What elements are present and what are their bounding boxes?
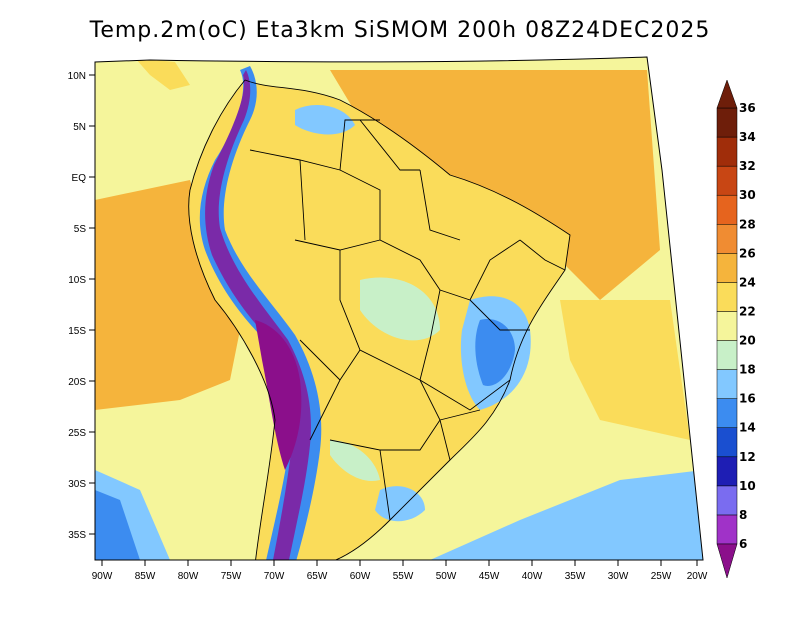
colorbar-label: 6 — [739, 537, 747, 551]
altiplano-coldest — [255, 320, 302, 470]
colorbar-label: 10 — [739, 479, 756, 493]
lat-label: EQ — [72, 173, 87, 184]
lon-label: 90W — [92, 571, 113, 582]
lon-label: 30W — [608, 571, 629, 582]
colorbar-segment — [716, 456, 738, 487]
colorbar-max-arrow — [716, 79, 738, 109]
south-atlantic-cool — [430, 470, 703, 560]
colorbar-label: 30 — [739, 188, 756, 202]
lat-label: 10S — [68, 275, 86, 286]
lat-label: 30S — [68, 479, 86, 490]
pampas-cool — [330, 440, 380, 481]
lat-label: 10N — [68, 71, 86, 82]
colorbar-segment — [716, 253, 738, 283]
uruguay-cool — [375, 486, 425, 522]
colorbar-segment — [716, 224, 738, 254]
lat-label: 25S — [68, 428, 86, 439]
colorbar-segment — [716, 107, 738, 138]
colorbar-segment — [716, 340, 738, 370]
colorbar-label: 34 — [739, 130, 756, 144]
colorbar-label: 32 — [739, 159, 756, 173]
lon-label: 70W — [264, 571, 285, 582]
latitude-axis: 10N 5N EQ 5S 10S 15S 20S 25S 30S 35S — [68, 71, 95, 541]
south-pacific-colder — [95, 490, 140, 560]
lon-label: 25W — [651, 571, 672, 582]
lon-label: 20W — [687, 571, 708, 582]
colorbar-label: 16 — [739, 392, 756, 406]
colorbar-label: 26 — [739, 246, 756, 260]
lat-label: 35S — [68, 530, 86, 541]
lat-label: 5N — [73, 122, 86, 133]
colorbar-segment — [716, 514, 738, 545]
temperature-field — [95, 57, 703, 560]
atlantic-mid-zone — [560, 300, 690, 440]
colorbar-label: 36 — [739, 101, 756, 115]
map-frame — [94, 56, 704, 561]
guiana-highlands — [295, 105, 355, 135]
colorbar-label: 18 — [739, 363, 756, 377]
colorbar-segment — [716, 311, 738, 341]
colorbar-segment — [716, 398, 738, 428]
lat-label: 15S — [68, 326, 86, 337]
lon-label: 60W — [350, 571, 371, 582]
colorbar-label: 20 — [739, 334, 756, 348]
colorbar-segment — [716, 369, 738, 399]
colorbar-segment — [716, 165, 738, 196]
central-plateau — [360, 277, 440, 341]
colorbar-segment — [716, 485, 738, 516]
lon-label: 45W — [479, 571, 500, 582]
colorbar-segment — [716, 136, 738, 167]
country-borders — [188, 79, 571, 560]
colorbar-label: 14 — [739, 421, 756, 435]
colorbar-label: 8 — [739, 508, 747, 522]
colorbar-label: 12 — [739, 450, 756, 464]
colorbar-label: 28 — [739, 217, 756, 231]
lon-label: 75W — [221, 571, 242, 582]
andes-high-peaks — [205, 70, 311, 560]
lat-label: 20S — [68, 377, 86, 388]
lon-label: 65W — [307, 571, 328, 582]
colorbar-label: 22 — [739, 304, 756, 318]
lon-label: 50W — [436, 571, 457, 582]
colorbar-label: 24 — [739, 275, 756, 289]
lon-label: 80W — [178, 571, 199, 582]
colorbar: 6 8 10 12 14 16 18 20 22 24 26 28 30 32 34 36 — [716, 79, 756, 579]
colorbar-segment — [716, 282, 738, 312]
colorbar-min-arrow — [716, 543, 738, 579]
lon-label: 85W — [135, 571, 156, 582]
longitude-axis: 90W 85W 80W 75W 70W 65W 60W 55W 50W 45W … — [92, 560, 708, 582]
lon-label: 55W — [393, 571, 414, 582]
colorbar-segment — [716, 194, 738, 225]
lon-label: 35W — [565, 571, 586, 582]
central-america-land — [135, 58, 190, 90]
lat-label: 5S — [74, 224, 87, 235]
lon-label: 40W — [522, 571, 543, 582]
atlantic-warm-zone — [330, 70, 660, 300]
colorbar-segment — [716, 427, 738, 458]
brazil-highlands-core — [475, 319, 515, 386]
map-title: Temp.2m(oC) Eta3km SiSMOM 200h 08Z24DEC2… — [89, 18, 711, 43]
